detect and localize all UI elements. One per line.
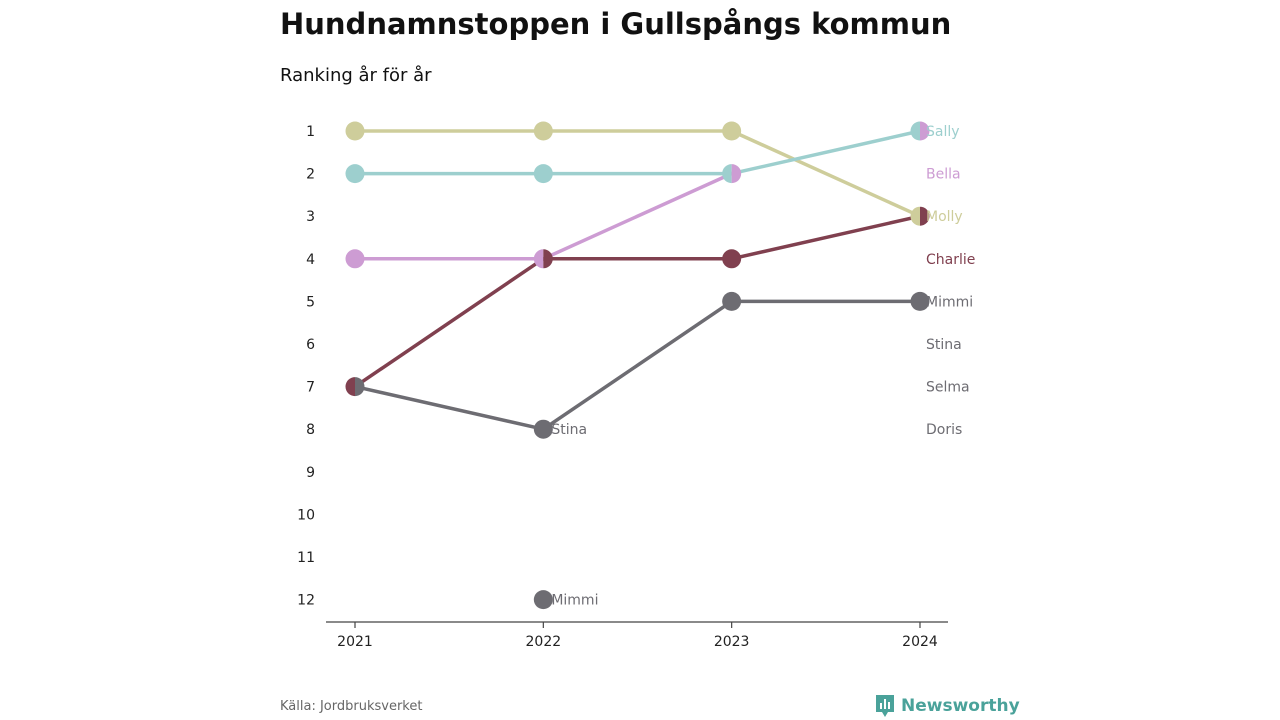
chart-subtitle: Ranking år för år [280, 65, 432, 86]
y-tick-label: 2 [306, 167, 315, 183]
data-point-bella [731, 164, 742, 184]
source-note: Källa: Jordbruksverket [280, 699, 423, 714]
y-tick-label: 9 [306, 465, 315, 481]
x-tick-label: 2021 [337, 634, 373, 650]
data-point-mimmi [722, 291, 742, 311]
data-point-molly [533, 121, 553, 141]
series-line-mimmi [353, 384, 546, 431]
x-tick-label: 2023 [714, 634, 750, 650]
brand-logo[interactable]: Newsworthy [875, 694, 1020, 718]
end-label-mimmi: Mimmi [926, 294, 973, 310]
series-line-bella [541, 171, 734, 261]
x-tick-label: 2024 [902, 634, 938, 650]
data-point-charlie [345, 377, 355, 397]
data-point-bella [919, 121, 930, 141]
point-label-mimmi: Mimmi [551, 593, 598, 609]
data-point-molly [345, 121, 365, 141]
series-line-molly [729, 129, 922, 218]
label-layer: Sally Bella Molly Charlie Mimmi Stina Selma Dor… [551, 124, 975, 609]
end-label-bella: Bella [926, 167, 961, 183]
chart-title: Hundnamnstoppen i Gullspångs kommun [280, 7, 952, 41]
end-label-sally: Sally [926, 124, 960, 140]
data-point-molly [910, 206, 920, 226]
end-label-selma: Selma [926, 380, 970, 396]
y-tick-label: 11 [297, 550, 315, 566]
y-tick-label: 10 [297, 507, 315, 523]
data-point-charlie [543, 249, 553, 269]
data-point-sally [722, 164, 732, 184]
brand-name: Newsworthy [901, 696, 1020, 716]
series-line-mimmi [541, 299, 734, 431]
point-layer [345, 121, 930, 610]
y-tick-label: 8 [306, 422, 315, 438]
series-line-charlie [729, 214, 922, 261]
data-point-bella [533, 249, 544, 269]
series-line-sally [729, 129, 922, 176]
data-point-mimmi [910, 291, 930, 311]
y-tick-label: 3 [306, 209, 315, 225]
y-tick-label: 4 [306, 252, 315, 268]
data-point-charlie [919, 206, 930, 226]
data-point-mimmi [533, 590, 553, 610]
end-label-stina: Stina [926, 337, 962, 353]
y-tick-label: 7 [306, 380, 315, 396]
data-point-mimmi [355, 377, 365, 397]
data-point-sally [345, 164, 365, 184]
data-point-sally [533, 164, 553, 184]
end-label-doris: Doris [926, 422, 962, 438]
point-label-stina: Stina [551, 422, 587, 438]
line-layer [353, 129, 922, 431]
newsworthy-icon [876, 695, 894, 717]
end-label-charlie: Charlie [926, 252, 975, 268]
y-tick-label: 1 [306, 124, 315, 140]
data-point-mimmi [533, 419, 553, 439]
y-tick-label: 5 [306, 294, 315, 310]
series-line-charlie [353, 257, 546, 389]
y-tick-label: 12 [297, 593, 315, 609]
data-point-bella [345, 249, 365, 269]
data-point-sally [910, 121, 920, 141]
end-label-molly: Molly [926, 209, 963, 225]
y-tick-label: 6 [306, 337, 315, 353]
data-point-molly [722, 121, 742, 141]
data-point-charlie [722, 249, 742, 269]
x-tick-label: 2022 [526, 634, 562, 650]
